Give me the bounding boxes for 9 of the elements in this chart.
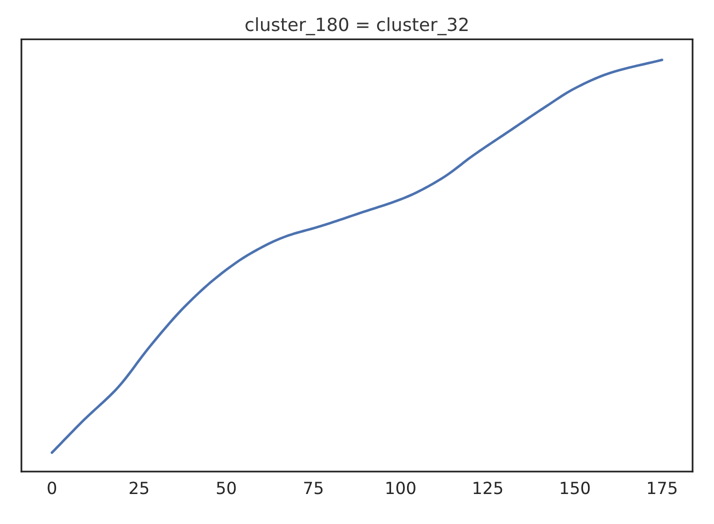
x-tick-label: 150 (560, 482, 590, 494)
x-tick-label: 125 (474, 482, 502, 494)
x-tick-label: 0 (48, 482, 56, 494)
x-tick-label: 25 (130, 482, 148, 494)
chart-title: cluster_180 = cluster_32 (246, 17, 468, 36)
x-tick-label: 50 (216, 482, 236, 494)
x-tick-label: 75 (304, 482, 323, 494)
x-tick-label: 100 (386, 482, 416, 494)
x-tick-label: 175 (648, 482, 677, 494)
